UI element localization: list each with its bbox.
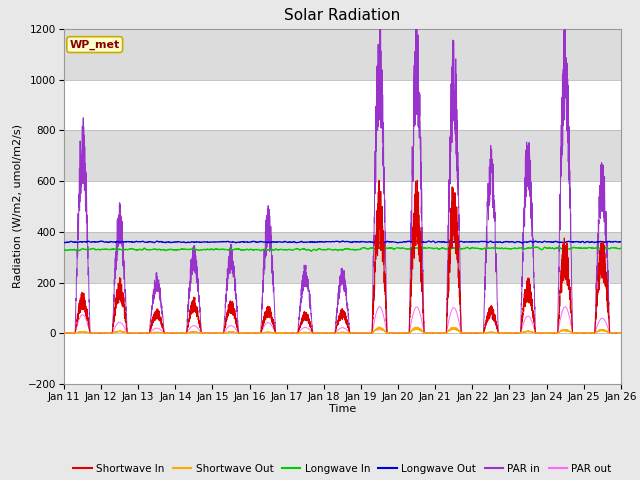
Y-axis label: Radiation (W/m2, umol/m2/s): Radiation (W/m2, umol/m2/s) [12, 124, 22, 288]
Bar [64, 232, 621, 283]
Bar [64, 130, 621, 181]
X-axis label: Time: Time [329, 405, 356, 414]
Title: Solar Radiation: Solar Radiation [284, 9, 401, 24]
Bar [64, 29, 621, 80]
Legend: Shortwave In, Shortwave Out, Longwave In, Longwave Out, PAR in, PAR out: Shortwave In, Shortwave Out, Longwave In… [69, 460, 616, 478]
Text: WP_met: WP_met [70, 39, 120, 50]
